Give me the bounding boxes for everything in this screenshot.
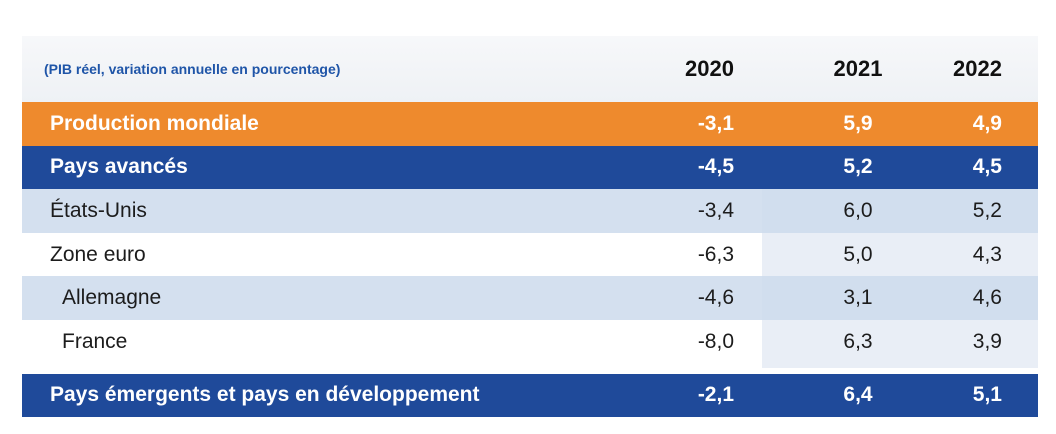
cell-2022: 4,9 <box>972 111 1002 135</box>
growth-table: (PIB réel, variation annuelle en pourcen… <box>22 36 1038 418</box>
cell-2022: 5,1 <box>972 383 1002 407</box>
cell-2021: 3,1 <box>843 286 873 310</box>
table-header: (PIB réel, variation annuelle en pourcen… <box>22 36 1038 102</box>
cell-2020: -2,1 <box>697 383 734 407</box>
cell-2021: 5,9 <box>843 111 873 135</box>
row-label: Zone euro <box>50 242 146 266</box>
table-row-euro-area: Zone euro -6,3 5,0 4,3 <box>22 233 1038 277</box>
row-label: Allemagne <box>62 286 162 310</box>
cell-2020: -3,4 <box>697 198 734 222</box>
cell-2022: 3,9 <box>972 329 1002 353</box>
table-row-united-states: États-Unis -3,4 6,0 5,2 <box>22 189 1038 233</box>
cell-2020: -4,6 <box>697 286 734 310</box>
table-row-emerging-economies: Pays émergents et pays en développement … <box>22 373 1038 418</box>
row-label: États-Unis <box>50 198 147 222</box>
cell-2020: -4,5 <box>697 155 734 179</box>
cell-2022: 4,5 <box>972 155 1002 179</box>
header-year-2022: 2022 <box>953 56 1002 81</box>
cell-2021: 6,0 <box>843 198 873 222</box>
cell-2020: -6,3 <box>697 242 734 266</box>
cell-2021: 6,4 <box>843 383 873 407</box>
row-label: Pays avancés <box>50 155 188 179</box>
header-year-2021: 2021 <box>833 56 883 81</box>
row-label: Production mondiale <box>50 111 259 135</box>
row-label: Pays émergents et pays en développement <box>50 383 480 407</box>
row-label: France <box>62 329 128 353</box>
cell-2021: 6,3 <box>843 329 873 353</box>
table-row-advanced-economies: Pays avancés -4,5 5,2 4,5 <box>22 145 1038 190</box>
table-row-france: France -8,0 6,3 3,9 <box>22 320 1038 364</box>
cell-2022: 5,2 <box>972 198 1002 222</box>
cell-2021: 5,2 <box>843 155 873 179</box>
table-row-germany: Allemagne -4,6 3,1 4,6 <box>22 276 1038 320</box>
cell-2022: 4,3 <box>972 242 1002 266</box>
cell-2021: 5,0 <box>843 242 873 266</box>
table-row-world-output: Production mondiale -3,1 5,9 4,9 <box>22 102 1038 146</box>
cell-2020: -8,0 <box>697 329 734 353</box>
table-subtitle: (PIB réel, variation annuelle en pourcen… <box>44 61 341 77</box>
cell-2020: -3,1 <box>697 111 734 135</box>
header-year-2020: 2020 <box>685 56 734 81</box>
cell-2022: 4,6 <box>972 286 1002 310</box>
